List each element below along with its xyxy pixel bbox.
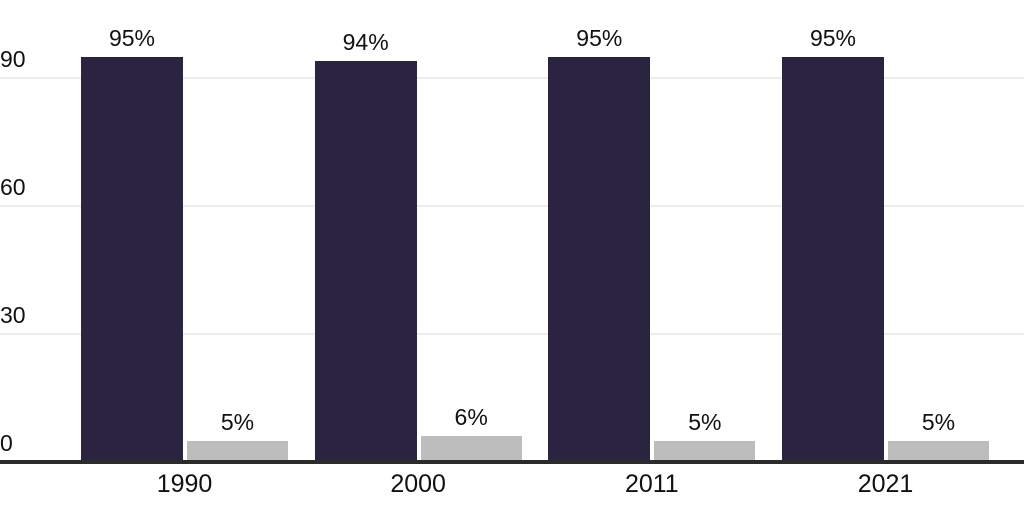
y-axis-tick-30: 30: [0, 301, 26, 328]
gridline-90: [0, 76, 1024, 79]
bar-series-2-1990: [187, 440, 288, 462]
bar-series-1-2000: [314, 60, 417, 462]
bar-value-label-series-2-2021: 5%: [921, 408, 956, 435]
bar-value-label-series-1-2021: 95%: [809, 24, 857, 51]
bar-value-label-series-1-2000: 94%: [342, 28, 389, 55]
bar-value-label-series-2-2000: 6%: [454, 404, 488, 431]
gridline-60: [0, 204, 1024, 207]
y-axis-tick-60: 60: [0, 173, 26, 200]
bar-series-1-2021: [782, 56, 884, 462]
y-axis-tick-0: 0: [0, 430, 13, 456]
bar-series-2-2021: [888, 440, 989, 462]
bar-series-2-2011: [654, 440, 756, 462]
bar-series-1-2011: [548, 56, 651, 462]
bar-value-label-series-2-2011: 5%: [688, 408, 722, 435]
x-axis-label-2021: 2021: [857, 470, 914, 498]
bar-series-2-2000: [420, 436, 522, 462]
x-axis-label-2000: 2000: [390, 470, 446, 498]
bar-value-label-series-1-2011: 95%: [576, 24, 623, 51]
x-axis-line: [0, 460, 1024, 464]
x-axis-label-2011: 2011: [624, 470, 679, 498]
gridline-30: [0, 332, 1024, 335]
bar-series-1-1990: [81, 56, 183, 462]
bar-value-label-series-2-1990: 5%: [220, 408, 255, 435]
x-axis-label-1990: 1990: [156, 470, 213, 498]
bar-value-label-series-1-1990: 95%: [108, 24, 156, 51]
y-axis-tick-90: 90: [0, 45, 26, 72]
